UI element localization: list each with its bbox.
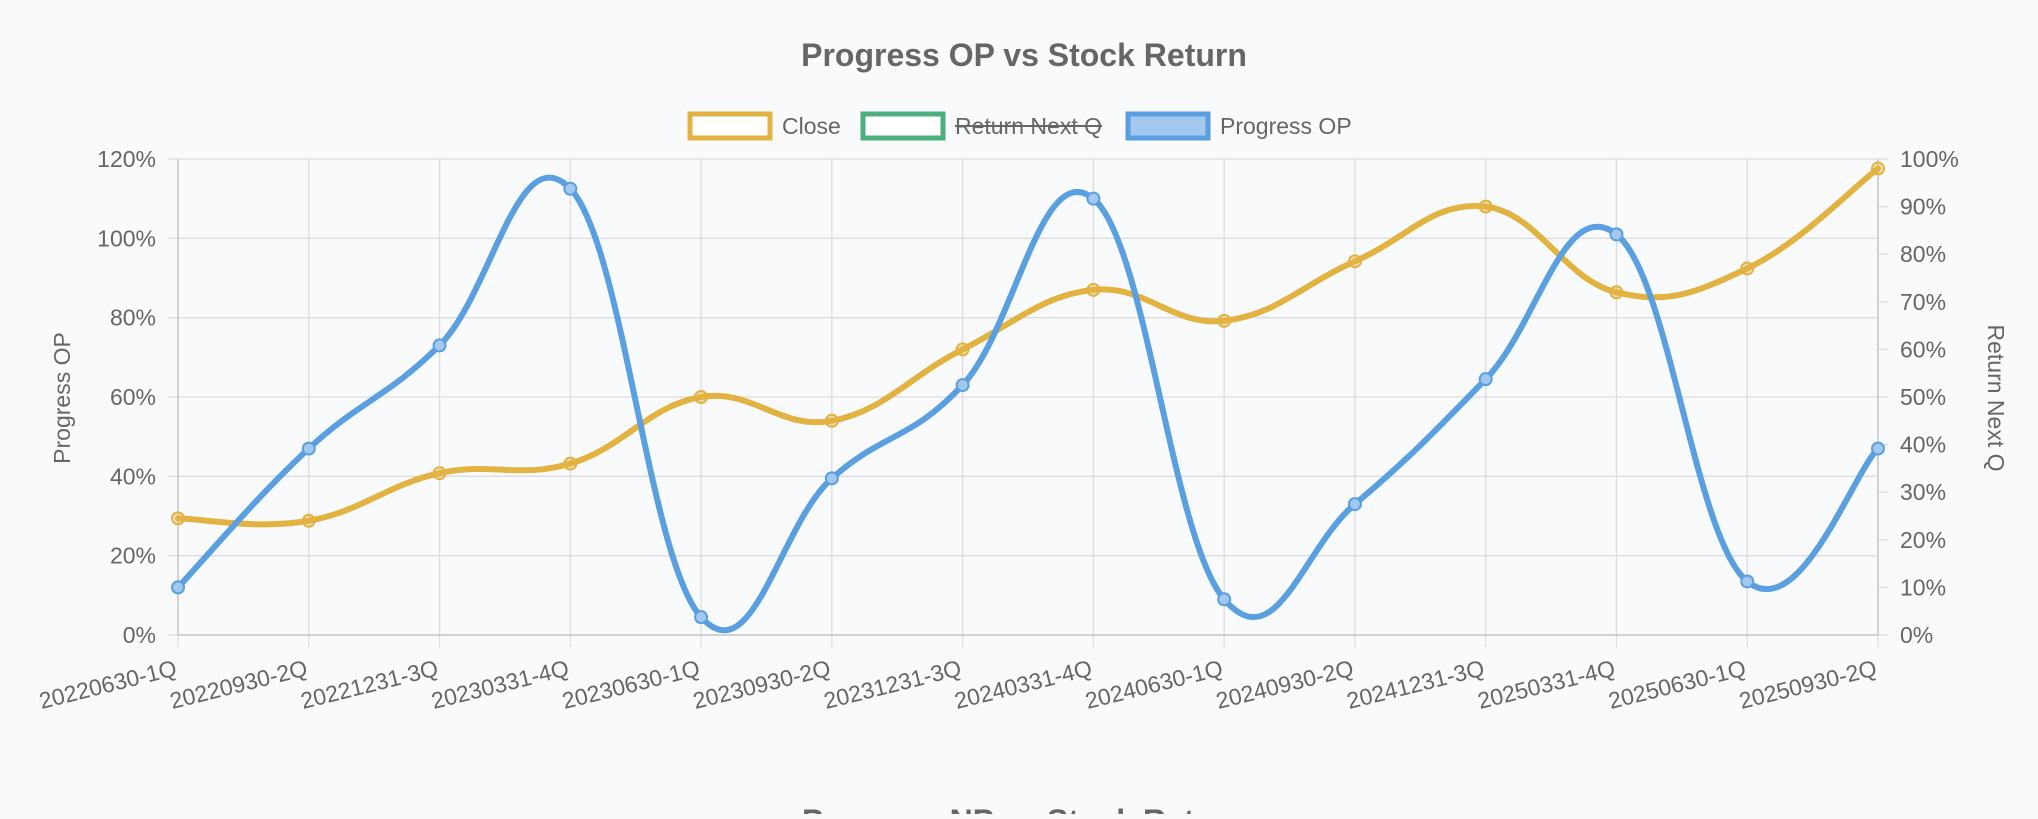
data-point-close[interactable]: [1086, 282, 1101, 297]
legend-item-progress-op[interactable]: Progress OP: [1125, 111, 1352, 141]
x-tick-label: 20241231-3Q: [1344, 655, 1487, 714]
x-tick-label: 20240930-2Q: [1213, 655, 1356, 714]
y-left-tick-label: 40%: [110, 463, 156, 489]
legend-swatch: [860, 111, 946, 141]
legend-swatch: [687, 111, 773, 141]
y-right-tick-label: 70%: [1900, 289, 1946, 315]
y-axis-right-title: Return Next Q: [1983, 325, 2009, 472]
data-point-close[interactable]: [1871, 161, 1885, 176]
y-right-tick-label: 30%: [1900, 479, 1946, 505]
data-point-progress-op[interactable]: [1609, 227, 1624, 242]
data-point-progress-op[interactable]: [1871, 441, 1885, 456]
data-point-close[interactable]: [1609, 285, 1624, 300]
y-right-tick-label: 90%: [1900, 194, 1946, 220]
legend-label: Close: [782, 113, 841, 139]
data-point-progress-op[interactable]: [824, 471, 839, 486]
series-line-progress-op: [175, 174, 1881, 634]
data-point-close[interactable]: [824, 413, 839, 428]
grid: [177, 158, 1879, 647]
legend-swatch: [1125, 111, 1211, 141]
x-tick-label: 20220630-1Q: [36, 655, 179, 714]
next-chart-title: Progress NP vs Stock Return: [802, 803, 1246, 814]
data-point-close[interactable]: [171, 511, 185, 526]
y-left-tick-label: 100%: [97, 225, 156, 251]
y-right-tick-label: 40%: [1900, 432, 1946, 458]
legend-item-close[interactable]: Close: [687, 111, 841, 141]
axes: 0% 20% 40% 60% 80% 100% 120% 0% 10% 20% 30% 40% 50% 6…: [36, 146, 1958, 714]
data-point-progress-op[interactable]: [1347, 497, 1362, 512]
data-point-progress-op[interactable]: [563, 181, 578, 196]
x-tick-label: 20221231-3Q: [298, 655, 441, 714]
x-tick-label: 20250331-4Q: [1475, 655, 1618, 714]
x-tick-label: 20250930-2Q: [1736, 655, 1879, 714]
x-tick-label: 20240630-1Q: [1083, 655, 1226, 714]
data-point-progress-op[interactable]: [1086, 191, 1101, 206]
x-tick-label: 20230331-4Q: [429, 655, 572, 714]
legend[interactable]: Close Return Next Q Progress OP: [687, 111, 1352, 141]
series-line-close: [175, 165, 1881, 528]
x-tick-label: 20231231-3Q: [821, 655, 964, 714]
y-left-tick-label: 80%: [110, 305, 156, 331]
x-tick-label: 20220930-2Q: [167, 655, 310, 714]
x-tick-label: 20240331-4Q: [952, 655, 1095, 714]
data-point-progress-op[interactable]: [432, 338, 447, 353]
data-point-progress-op[interactable]: [694, 610, 709, 625]
data-point-close[interactable]: [694, 390, 709, 404]
data-point-progress-op[interactable]: [171, 580, 185, 595]
y-axis-left-title: Progress OP: [49, 332, 75, 464]
legend-label: Progress OP: [1220, 113, 1352, 139]
y-left-tick-label: 120%: [97, 146, 156, 172]
data-point-progress-op[interactable]: [301, 441, 316, 456]
y-right-tick-label: 20%: [1900, 527, 1946, 553]
y-right-tick-label: 100%: [1900, 146, 1959, 172]
data-point-close[interactable]: [955, 342, 970, 357]
data-point-progress-op[interactable]: [1217, 592, 1232, 607]
data-point-progress-op[interactable]: [1740, 574, 1755, 589]
y-right-tick-label: 10%: [1900, 574, 1946, 600]
data-point-close[interactable]: [1217, 313, 1232, 328]
chart-title: Progress OP vs Stock Return: [801, 37, 1247, 73]
data-point-close[interactable]: [301, 513, 316, 528]
y-right-tick-label: 0%: [1900, 622, 1933, 648]
y-left-tick-label: 20%: [110, 543, 156, 569]
data-point-close[interactable]: [432, 466, 447, 481]
data-point-progress-op[interactable]: [1478, 372, 1493, 387]
data-point-close[interactable]: [563, 456, 578, 471]
y-right-tick-label: 80%: [1900, 241, 1946, 267]
y-left-tick-label: 0%: [123, 622, 156, 648]
data-point-close[interactable]: [1740, 261, 1755, 276]
y-right-tick-label: 60%: [1900, 336, 1946, 362]
x-tick-label: 20230630-1Q: [559, 655, 702, 714]
data-point-close[interactable]: [1347, 254, 1362, 269]
x-tick-label: 20230930-2Q: [690, 655, 833, 714]
data-point-progress-op[interactable]: [955, 378, 970, 393]
legend-item-return-next-q[interactable]: Return Next Q: [860, 111, 1102, 141]
y-right-tick-label: 50%: [1900, 384, 1946, 410]
y-left-tick-label: 60%: [110, 384, 156, 410]
x-tick-label: 20250630-1Q: [1606, 655, 1749, 714]
series: [171, 161, 1885, 634]
data-point-close[interactable]: [1478, 199, 1493, 214]
